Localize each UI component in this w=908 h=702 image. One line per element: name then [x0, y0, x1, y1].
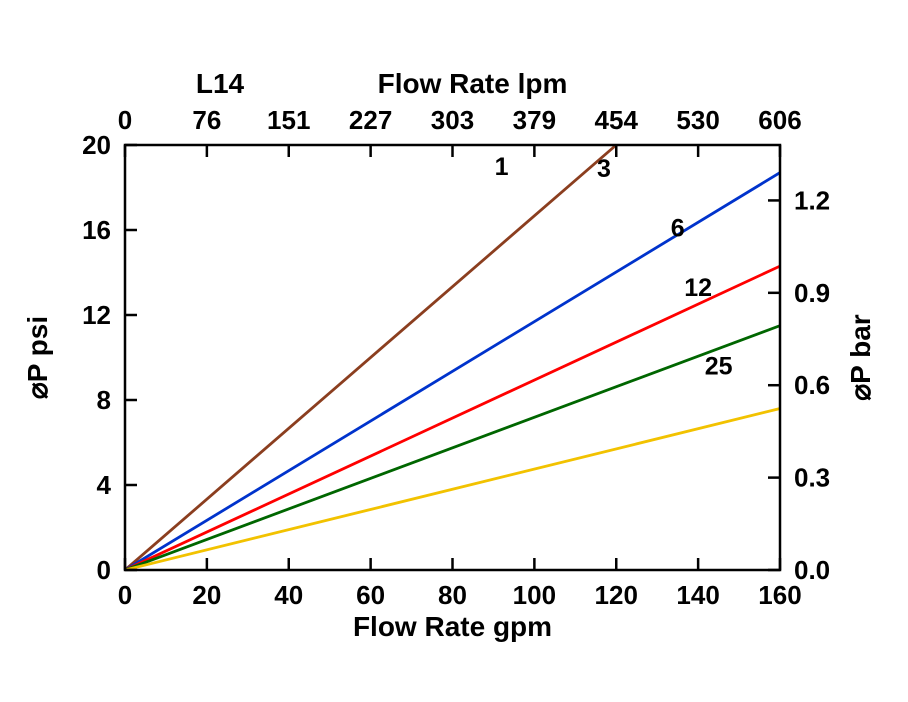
y-right-tick-label: 1.2	[794, 185, 830, 215]
x-top-tick-label: 76	[192, 105, 221, 135]
y-right-tick-label: 0.9	[794, 278, 830, 308]
x-bottom-axis-label: Flow Rate gpm	[353, 611, 552, 642]
y-right-tick-label: 0.0	[794, 555, 830, 585]
model-label: L14	[196, 68, 245, 99]
x-top-tick-label: 379	[513, 105, 556, 135]
x-top-axis-label: Flow Rate lpm	[378, 68, 568, 99]
series-label-6: 6	[671, 214, 685, 242]
x-top-tick-label: 0	[118, 105, 132, 135]
x-bottom-tick-label: 60	[356, 580, 385, 610]
y-right-tick-label: 0.6	[794, 370, 830, 400]
x-bottom-tick-label: 40	[274, 580, 303, 610]
series-line-6	[125, 266, 780, 570]
y-right-axis-label: ⌀P bar	[845, 314, 876, 400]
series-label-25: 25	[705, 353, 733, 381]
x-bottom-tick-label: 140	[676, 580, 719, 610]
series-label-1: 1	[495, 153, 509, 181]
x-bottom-tick-label: 20	[192, 580, 221, 610]
flow-rate-pressure-chart: 020406080100120140160Flow Rate gpm076151…	[0, 0, 908, 702]
series-line-25	[125, 409, 780, 571]
x-bottom-tick-label: 80	[438, 580, 467, 610]
y-left-axis-label: ⌀P psi	[22, 316, 53, 399]
plot-border	[125, 145, 780, 570]
series-line-1	[125, 145, 616, 570]
y-right-tick-label: 0.3	[794, 463, 830, 493]
y-left-tick-label: 0	[97, 555, 111, 585]
x-bottom-tick-label: 120	[595, 580, 638, 610]
series-label-3: 3	[597, 155, 611, 183]
y-left-tick-label: 20	[82, 130, 111, 160]
y-left-tick-label: 12	[82, 300, 111, 330]
x-bottom-tick-label: 100	[513, 580, 556, 610]
y-left-tick-label: 8	[97, 385, 111, 415]
y-left-tick-label: 4	[97, 470, 112, 500]
x-bottom-tick-label: 0	[118, 580, 132, 610]
x-top-tick-label: 227	[349, 105, 392, 135]
x-top-tick-label: 454	[595, 105, 639, 135]
x-top-tick-label: 530	[676, 105, 719, 135]
series-line-12	[125, 326, 780, 570]
x-top-tick-label: 606	[758, 105, 801, 135]
x-top-tick-label: 303	[431, 105, 474, 135]
series-label-12: 12	[684, 274, 712, 302]
y-left-tick-label: 16	[82, 215, 111, 245]
x-top-tick-label: 151	[267, 105, 310, 135]
